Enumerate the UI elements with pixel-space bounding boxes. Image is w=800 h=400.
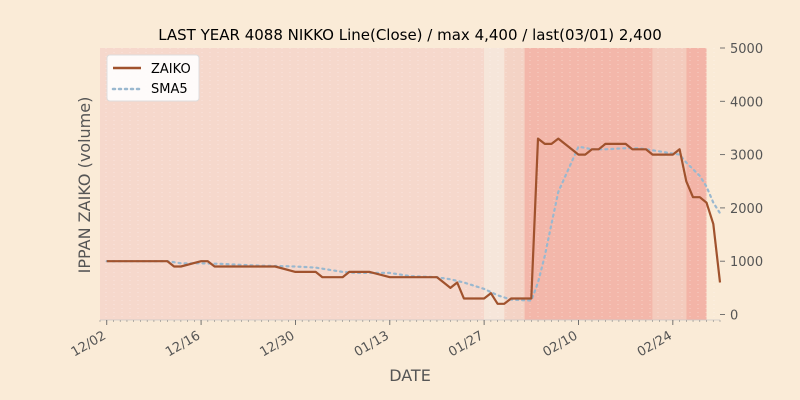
series-line-sma5 [105,145,722,302]
y-tick-label: 3000 [730,149,763,164]
y-tick-label: 4000 [730,95,763,110]
background-band [686,48,707,320]
background-band [652,48,687,320]
grid-dots [105,48,715,320]
y-tick-label: 1000 [730,255,763,270]
background-bands [100,48,707,320]
legend-label-zaiko: ZAIKO [151,62,191,77]
series-lines [105,137,722,305]
legend: ZAIKO SMA5 [106,54,200,102]
x-tick-label: 02/10 [541,328,581,360]
x-tick-label: 12/30 [257,328,297,360]
chart-title: LAST YEAR 4088 NIKKO Line(Close) / max 4… [158,26,662,44]
series-line-zaiko [106,137,722,305]
x-tick-label: 12/16 [163,328,203,360]
background-band [504,48,525,320]
x-axis-label: DATE [389,366,431,385]
y-tick-label: 2000 [730,202,763,217]
x-tick-label: 01/13 [352,328,392,360]
background-band [524,48,653,320]
legend-label-sma5: SMA5 [151,82,188,97]
x-tick-label: 02/24 [635,328,675,360]
background-band [484,48,505,320]
y-tick-label: 5000 [730,42,763,57]
x-tick-label: 12/02 [69,328,109,360]
y-ticks: 0 1000 2000 3000 4000 5000 [720,42,763,324]
y-axis-label: IPPAN ZAIKO (volume) [75,97,94,274]
y-tick-label: 0 [730,309,738,324]
x-tick-label: 01/27 [446,328,486,360]
x-ticks: 12/02 12/16 12/30 01/13 01/27 02/10 02/24 [69,320,721,360]
